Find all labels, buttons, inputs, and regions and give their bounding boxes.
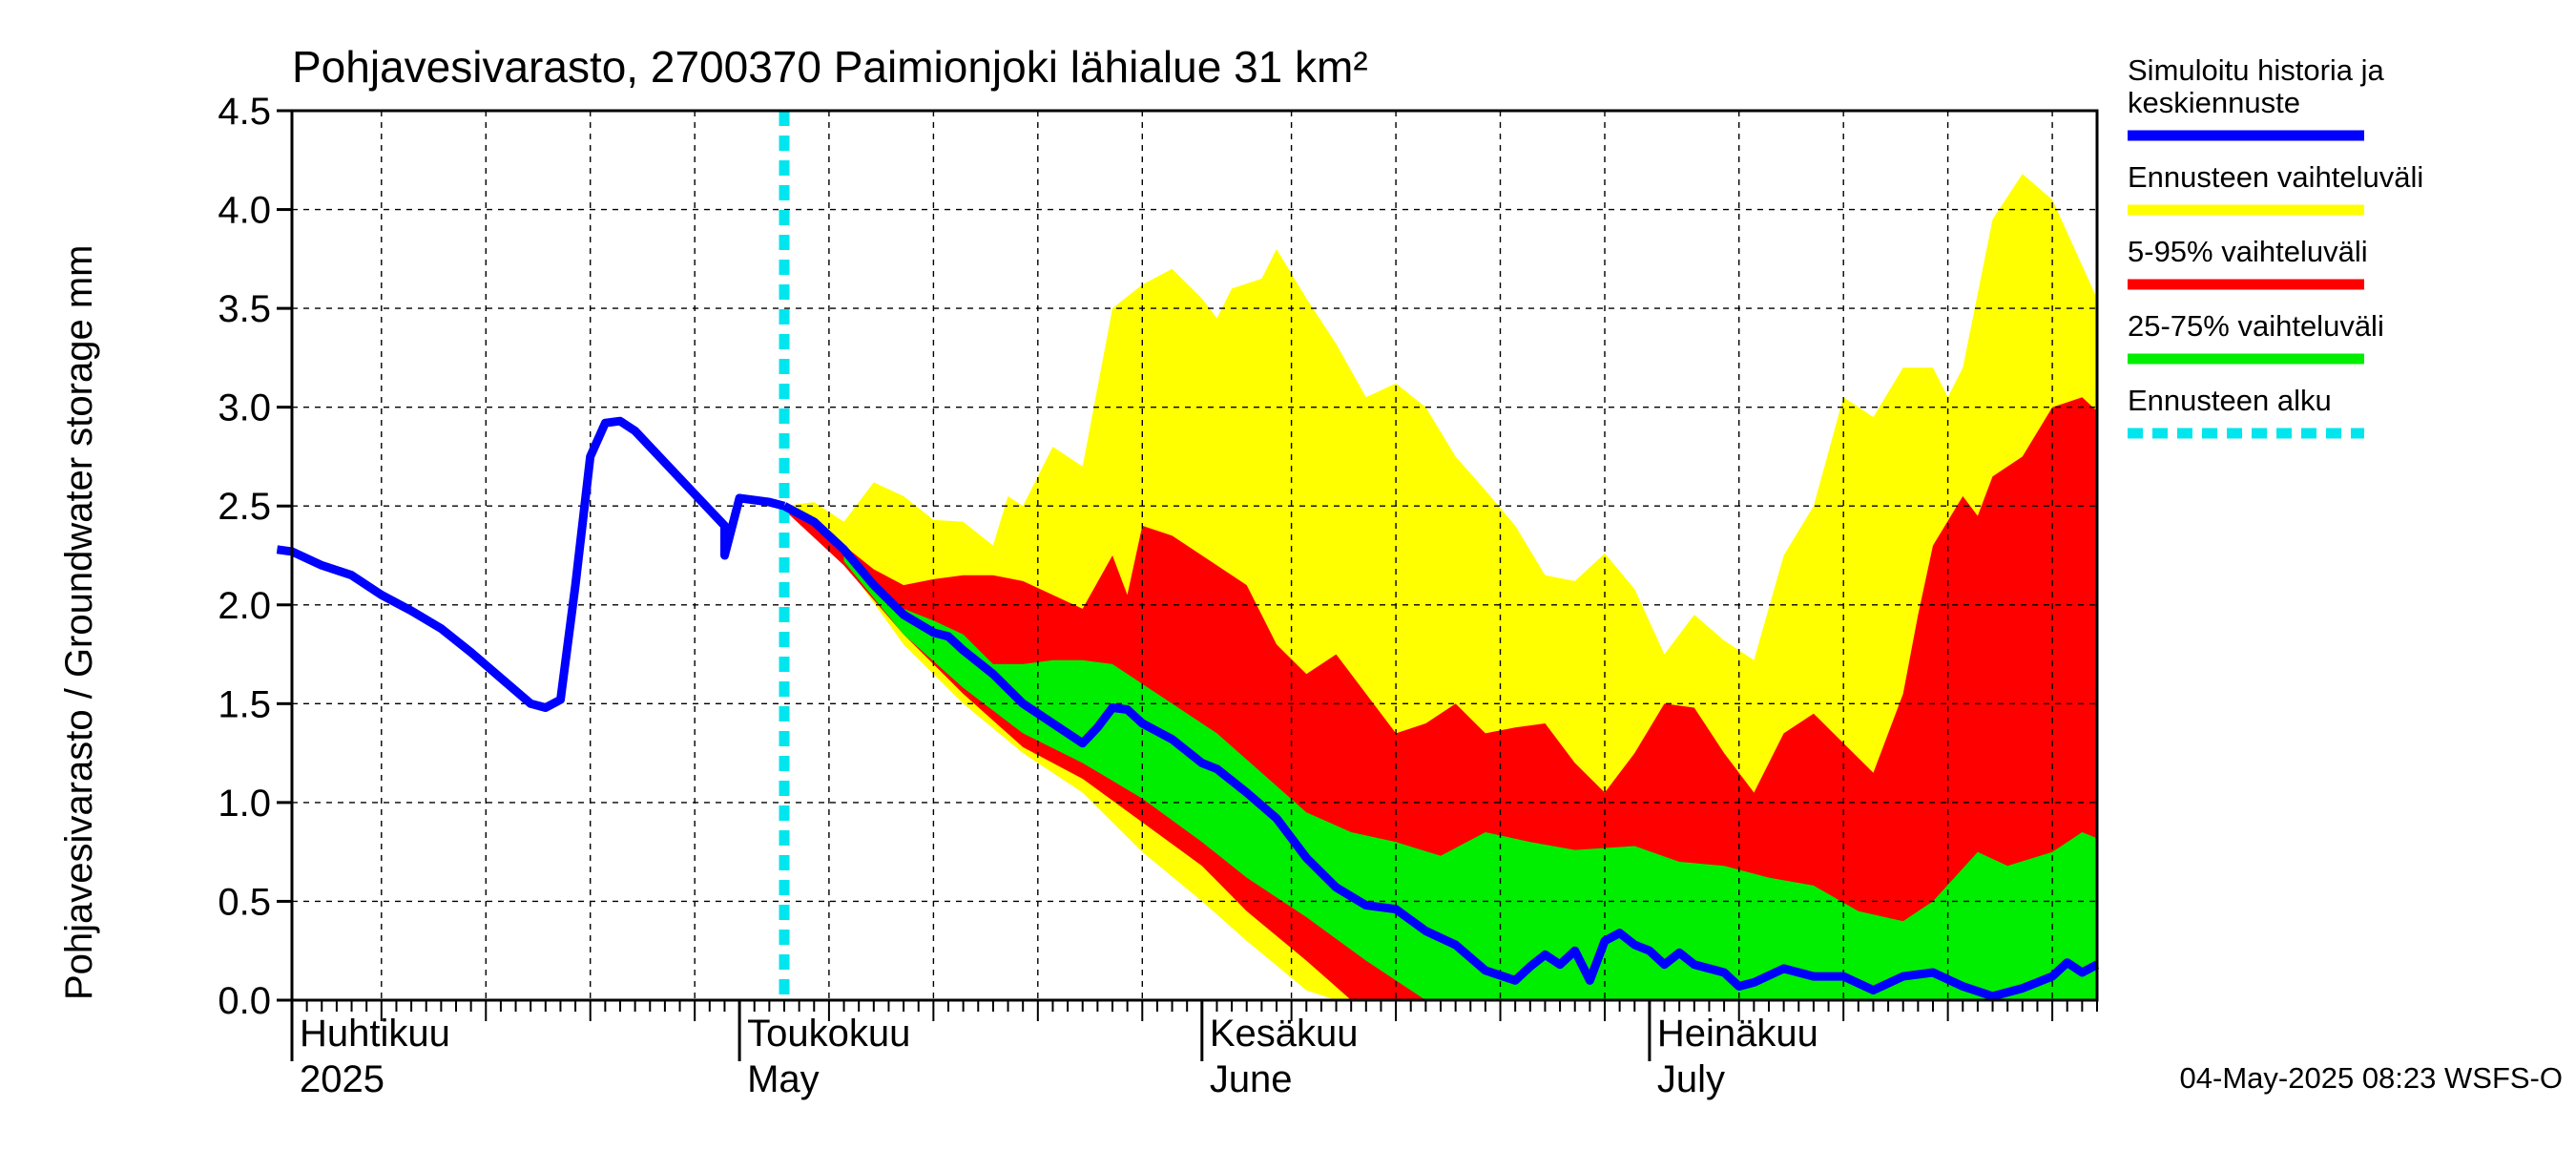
band-25-75: [843, 545, 2097, 1000]
legend-label-line: Simuloitu historia ja: [2128, 53, 2385, 87]
y-tick-label: 3.5: [218, 288, 271, 330]
y-tick-label: 0.5: [218, 881, 271, 923]
month-label-fi: Kesäkuu: [1210, 1013, 1359, 1055]
month-label-fi: Heinäkuu: [1657, 1013, 1818, 1055]
legend-label: Ennusteen alku: [2128, 384, 2332, 417]
y-tick-label: 3.0: [218, 387, 271, 429]
y-tick-label: 2.5: [218, 486, 271, 528]
series-lines: [276, 111, 2100, 1001]
y-tick-label: 1.0: [218, 783, 271, 825]
month-label-en: May: [747, 1058, 820, 1100]
chart-title: Pohjavesivarasto, 2700370 Paimionjoki lä…: [292, 42, 1368, 92]
legend-label: Ennusteen vaihteluväli: [2128, 160, 2423, 194]
y-axis-label: Pohjavesivarasto / Groundwater storage m…: [58, 245, 100, 1000]
y-tick-label: 1.5: [218, 683, 271, 725]
legend-label: 25-75% vaihteluväli: [2128, 309, 2384, 343]
timestamp-footer: 04-May-2025 08:23 WSFS-O: [2180, 1061, 2563, 1095]
month-label-en: July: [1657, 1058, 1725, 1100]
legend-label: Simuloitu historia ja keskiennuste: [2128, 53, 2385, 119]
legend-label: 5-95% vaihteluväli: [2128, 235, 2368, 268]
legend: Simuloitu historia ja keskiennuste Ennuste…: [2128, 53, 2423, 439]
plot-frame: [290, 109, 2099, 1002]
y-tick-label: 2.0: [218, 585, 271, 627]
legend-label-line: keskiennuste: [2128, 86, 2300, 119]
axes: 0.0 0.5 1.0 1.5 2.0 2.5 3.0 3.5 4.0 4.5 Huhtikuu20…: [218, 91, 2099, 1100]
y-tick-label: 4.5: [218, 91, 271, 133]
median-forecast-line: [781, 502, 2100, 1001]
month-label-fi: Toukokuu: [747, 1013, 910, 1055]
y-tick-label: 4.0: [218, 190, 271, 232]
band-5-95: [784, 397, 2097, 1000]
y-tick-label: 0.0: [218, 980, 271, 1022]
forecast-bands: [784, 174, 2097, 1001]
month-label-fi: Huhtikuu: [300, 1013, 450, 1055]
month-label-en: June: [1210, 1058, 1293, 1100]
history-line: [276, 416, 786, 712]
month-label-en: 2025: [300, 1058, 384, 1100]
